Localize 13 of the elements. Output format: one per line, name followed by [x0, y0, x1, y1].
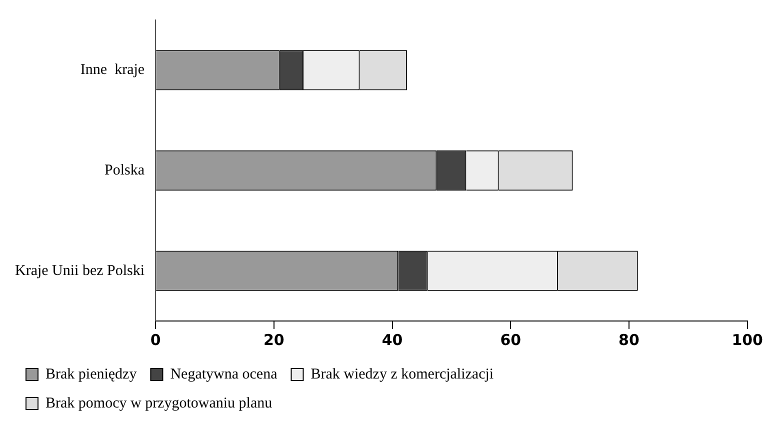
- x-tick-label: 0: [150, 330, 161, 349]
- legend-label: Brak wiedzy z komercjalizacji: [310, 366, 494, 382]
- x-tick-label: 100: [732, 330, 763, 349]
- legend-label: Brak pomocy w przygotowaniu planu: [46, 395, 273, 412]
- y-tick-label: Inne kraje: [80, 62, 145, 78]
- y-tick-label: Kraje Unii bez Polski: [14, 262, 145, 279]
- legend-label: Negatywna ocena: [170, 366, 278, 382]
- x-tick-label: 60: [500, 330, 522, 349]
- legend-label: Brak pieniędzy: [46, 366, 138, 382]
- x-tick-label: 80: [618, 330, 640, 349]
- x-tick-label: 40: [382, 330, 403, 349]
- y-tick-label: Polska: [104, 162, 145, 178]
- x-tick-label: 20: [263, 330, 284, 349]
